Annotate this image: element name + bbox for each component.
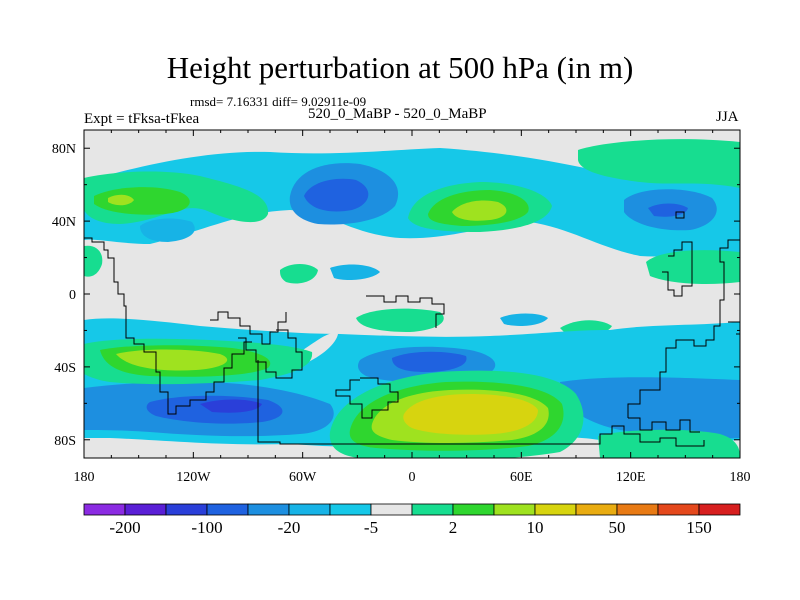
contour-nh-yellow-pacific xyxy=(108,194,134,206)
coast-island-japan xyxy=(675,211,685,219)
colorbar-swatch xyxy=(288,503,331,516)
contour-eq-blue-indian xyxy=(500,313,548,326)
colorbar-swatch xyxy=(206,503,249,516)
coast-southern-africa xyxy=(335,377,399,419)
contour-sh-blue-east xyxy=(560,377,740,439)
x-tick-label: 60W xyxy=(289,470,317,485)
contour-eq-green-west-pacific xyxy=(646,250,740,284)
colorbar-swatch xyxy=(370,503,413,516)
colorbar-swatch xyxy=(534,503,577,516)
y-tick-label: 40S xyxy=(54,361,76,376)
contour-sh-blue-band-deep xyxy=(200,399,262,413)
contour-nh-green-pacific-core xyxy=(94,187,190,215)
contour-nh-green-west-edge xyxy=(84,245,103,277)
colorbar-swatch xyxy=(698,503,741,516)
x-tick-label: 120E xyxy=(616,470,646,485)
colorbar-swatch xyxy=(165,503,208,516)
case-label: 520_0_MaBP - 520_0_MaBP xyxy=(308,106,487,122)
coast-east-asia-detail xyxy=(662,241,693,297)
contour-nh-yellow-eurasia xyxy=(452,200,507,221)
coast-americas xyxy=(84,237,252,415)
coast-maritime xyxy=(728,321,740,335)
coast-africa xyxy=(366,295,445,328)
chart-title: Height perturbation at 500 hPa (in m) xyxy=(166,50,634,85)
colorbar-swatch xyxy=(493,503,536,516)
colorbar-swatch xyxy=(657,503,700,516)
colorbar-swatch xyxy=(411,503,454,516)
colorbar-label: 10 xyxy=(527,518,544,537)
contour-nh-blue-east-asia-core xyxy=(648,203,688,217)
map-field xyxy=(84,130,740,458)
colorbar-swatch xyxy=(616,503,659,516)
coast-antarctica xyxy=(257,360,705,447)
stats-text: rmsd= 7.16331 diff= 9.02911e-09 xyxy=(190,94,367,109)
x-tick-label: 180 xyxy=(730,470,751,485)
contour-nh-blue-atlantic-core xyxy=(304,178,369,212)
colorbar-label: -5 xyxy=(364,518,378,537)
colorbar: -200 -100 -20 -5 2 10 50 150 xyxy=(83,503,741,537)
coast-central-america xyxy=(210,311,287,345)
contour-sh-yellow-antarctic-high xyxy=(403,394,538,435)
contour-nh-green-arctic-east xyxy=(578,139,740,188)
coastlines xyxy=(84,211,740,447)
colorbar-swatch xyxy=(329,503,372,516)
colorbar-label: -200 xyxy=(109,518,140,537)
x-tick-label: 0 xyxy=(409,470,416,485)
contour-eq-green-africa xyxy=(356,308,444,332)
coast-australia xyxy=(628,417,700,433)
axis-ticks: 180 120W 60W 0 60E 120E 180 80N 40N 0 40S 80S xyxy=(52,130,751,485)
colorbar-swatch xyxy=(124,503,167,516)
contour-nh-blue-pacific xyxy=(140,218,195,242)
contour-sh-blue-south-atlantic-core xyxy=(392,351,467,372)
y-tick-label: 80N xyxy=(52,142,76,157)
contour-eq-blue-atlantic xyxy=(330,264,380,280)
colorbar-label: 150 xyxy=(686,518,712,537)
y-tick-label: 0 xyxy=(69,288,76,303)
colorbar-swatch xyxy=(452,503,495,516)
y-tick-label: 40N xyxy=(52,215,76,230)
contour-eq-green-pacific xyxy=(280,264,318,284)
colorbar-swatch xyxy=(575,503,618,516)
season-label: JJA xyxy=(716,109,739,125)
contour-sh-green-southeast xyxy=(598,429,740,458)
colorbar-label: -100 xyxy=(191,518,222,537)
x-tick-label: 60E xyxy=(510,470,533,485)
colorbar-swatch xyxy=(83,503,126,516)
x-tick-label: 180 xyxy=(74,470,95,485)
colorbar-label: 50 xyxy=(609,518,626,537)
contour-nh-cyan-arctic-belt xyxy=(84,148,740,262)
contour-sh-yellow-pacific xyxy=(116,349,228,371)
coast-asia-pacific xyxy=(627,239,740,418)
coast-south-america xyxy=(238,329,303,379)
colorbar-label: -20 xyxy=(278,518,301,537)
colorbar-label: 2 xyxy=(449,518,458,537)
y-tick-label: 80S xyxy=(54,434,76,449)
colorbar-swatch xyxy=(247,503,290,516)
x-tick-label: 120W xyxy=(176,470,211,485)
experiment-label: Expt = tFksa-tFkea xyxy=(84,111,200,127)
